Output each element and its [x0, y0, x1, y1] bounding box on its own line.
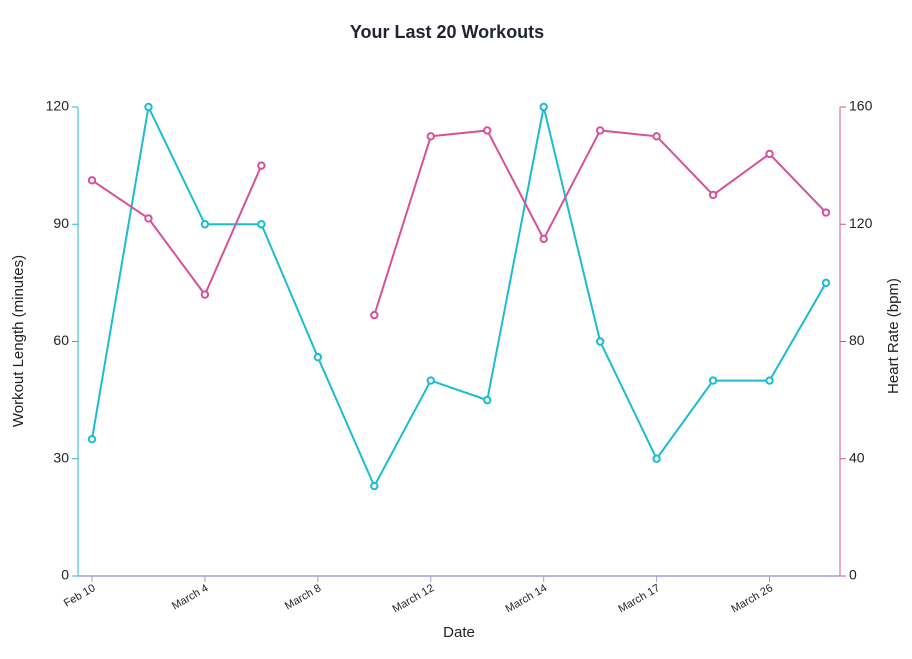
y-axis-title: Workout Length (minutes): [10, 255, 27, 427]
point: [652, 132, 661, 141]
point: [313, 352, 323, 362]
point: [483, 126, 492, 135]
point: [144, 214, 153, 223]
point: [200, 290, 210, 299]
y-tick-label: 0: [61, 567, 69, 583]
point: [765, 376, 774, 385]
point: [200, 220, 210, 229]
point: [595, 337, 605, 346]
y2-tick-label: 160: [849, 98, 873, 114]
point: [426, 132, 435, 141]
y2-tick-label: 40: [849, 449, 865, 465]
y2-tick-label: 120: [849, 215, 873, 231]
y-tick-label: 120: [46, 98, 70, 114]
y-tick-label: 30: [53, 449, 69, 465]
point: [652, 454, 661, 463]
point: [708, 190, 718, 200]
point: [483, 395, 492, 405]
point: [821, 208, 831, 217]
point: [257, 220, 266, 229]
x-tick-label: Feb 10: [62, 582, 98, 610]
y-tick-label: 60: [53, 332, 69, 348]
x-axis-title: Date: [443, 624, 475, 641]
point: [87, 176, 97, 185]
y2-axis-title: Heart Rate (bpm): [885, 278, 902, 394]
point: [144, 102, 153, 112]
point: [708, 376, 718, 385]
point: [370, 310, 379, 320]
y-tick-label: 90: [53, 215, 69, 231]
point: [595, 126, 605, 135]
point: [765, 149, 774, 159]
x-tick-label: March 8: [283, 582, 323, 612]
point: [257, 161, 266, 170]
series-line: [91, 103, 827, 489]
point: [426, 376, 435, 385]
point: [539, 102, 548, 112]
point: [87, 435, 97, 444]
x-tick-label: March 17: [616, 582, 662, 615]
point: [370, 481, 379, 491]
x-tick-label: March 4: [170, 582, 210, 612]
point: [821, 278, 831, 288]
chart-title: Your Last 20 Workouts: [350, 22, 544, 42]
x-tick-label: March 12: [391, 582, 437, 615]
y2-tick-label: 0: [849, 567, 857, 583]
x-tick-label: March 26: [729, 582, 775, 615]
y2-tick-label: 80: [849, 332, 865, 348]
point: [539, 234, 548, 244]
x-tick-label: March 14: [503, 582, 549, 615]
